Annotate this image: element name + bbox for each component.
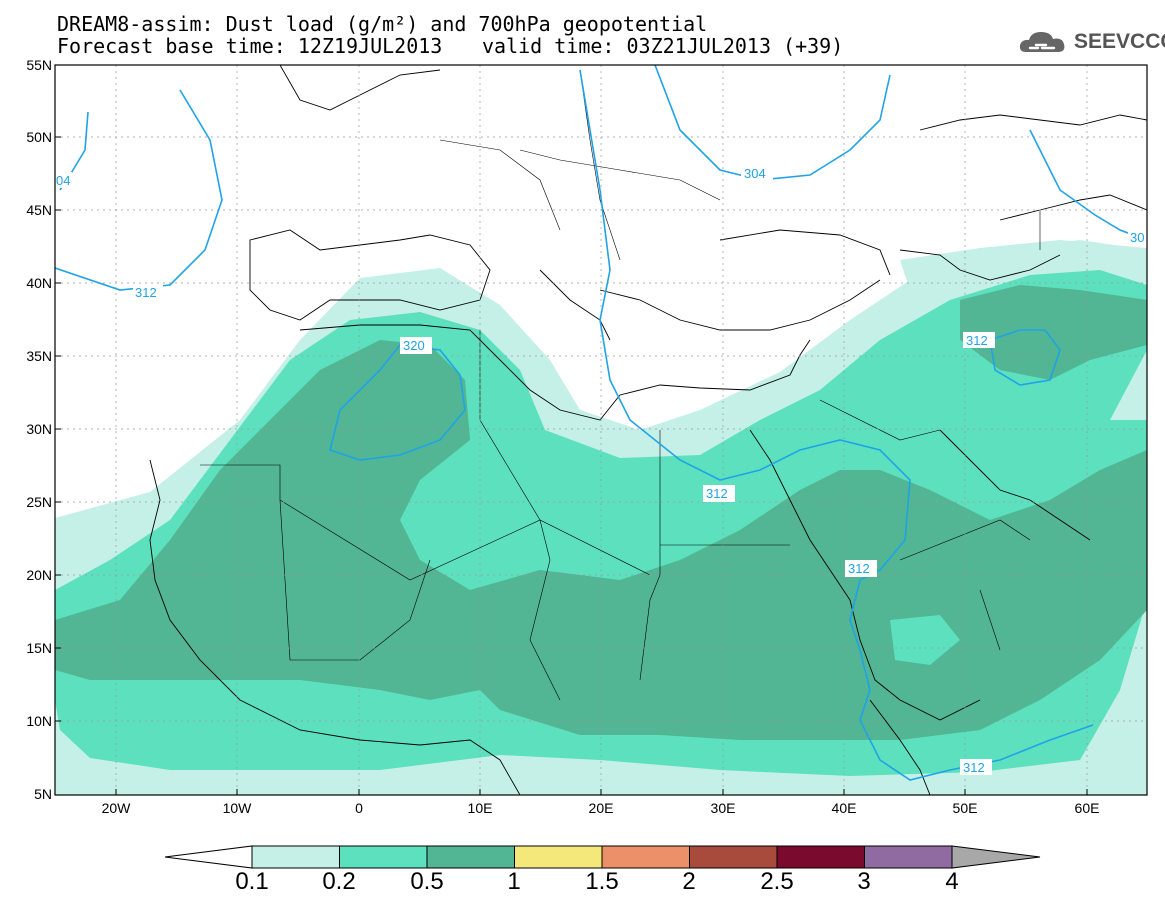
forecast-base-time: Forecast base time: 12Z19JUL2013: [57, 34, 443, 58]
colorbar-label: 3: [857, 868, 871, 895]
lon-label: 60E: [1074, 800, 1100, 816]
contour-label: 312: [706, 486, 728, 501]
contour-label: 312: [848, 561, 870, 576]
lat-label: 55N: [26, 57, 52, 73]
lon-label: 50E: [952, 800, 978, 816]
contour-label: 320: [403, 338, 425, 353]
colorbar-label: 0.2: [322, 868, 356, 895]
contour-label: 04: [56, 173, 70, 188]
colorbar-label: 1.5: [585, 868, 619, 895]
colorbar-label: 2: [682, 868, 696, 895]
colorbar-label: 2.5: [760, 868, 794, 895]
dust-level-0-5-arabia-gap: [890, 615, 960, 665]
contour-label: 312: [135, 285, 157, 300]
contour-label: 312: [963, 760, 985, 775]
lat-label: 35N: [26, 348, 52, 364]
colorbar-label: 4: [945, 868, 959, 895]
contour-label: 312: [966, 333, 988, 348]
lon-label: 30E: [710, 800, 736, 816]
contour-label: 30: [1130, 230, 1144, 245]
valid-time: valid time: 03Z21JUL2013 (+39): [482, 34, 844, 58]
seevccc-logo: SEEVCCC: [1018, 28, 1165, 56]
lat-label: 10N: [26, 713, 52, 729]
contour-labels: 04 312 320 304 30 312 312 312 312: [55, 165, 1147, 775]
colorbar-label: 0.5: [410, 868, 444, 895]
colorbar-label: 0.1: [235, 868, 269, 895]
lon-label: 10W: [222, 800, 252, 816]
colorbar-label: 1: [507, 868, 521, 895]
colorbar: [164, 845, 1041, 869]
lat-label: 25N: [26, 494, 52, 510]
cloud-logo-icon: [1019, 32, 1065, 52]
lon-label: 40E: [831, 800, 857, 816]
lat-label: 40N: [26, 275, 52, 291]
lat-label: 20N: [26, 567, 52, 583]
logo-text: SEEVCCC: [1074, 30, 1165, 53]
map-title: DREAM8-assim: Dust load (g/m²) and 700hP…: [57, 12, 708, 36]
dust-level-0-5-west: [55, 340, 1147, 740]
lon-label: 10E: [467, 800, 493, 816]
axis-ticks: [55, 64, 1088, 795]
lat-label: 50N: [26, 129, 52, 145]
lat-label: 30N: [26, 421, 52, 437]
country-borders: [200, 69, 1041, 701]
lat-label: 5N: [34, 786, 52, 802]
graticule: [55, 65, 1147, 795]
lat-label: 45N: [26, 202, 52, 218]
lon-label: 0: [355, 800, 363, 816]
lon-label: 20W: [101, 800, 131, 816]
contour-label: 304: [744, 166, 766, 181]
coastlines: [149, 65, 1147, 795]
lon-label: 20E: [588, 800, 614, 816]
lat-label: 15N: [26, 640, 52, 656]
